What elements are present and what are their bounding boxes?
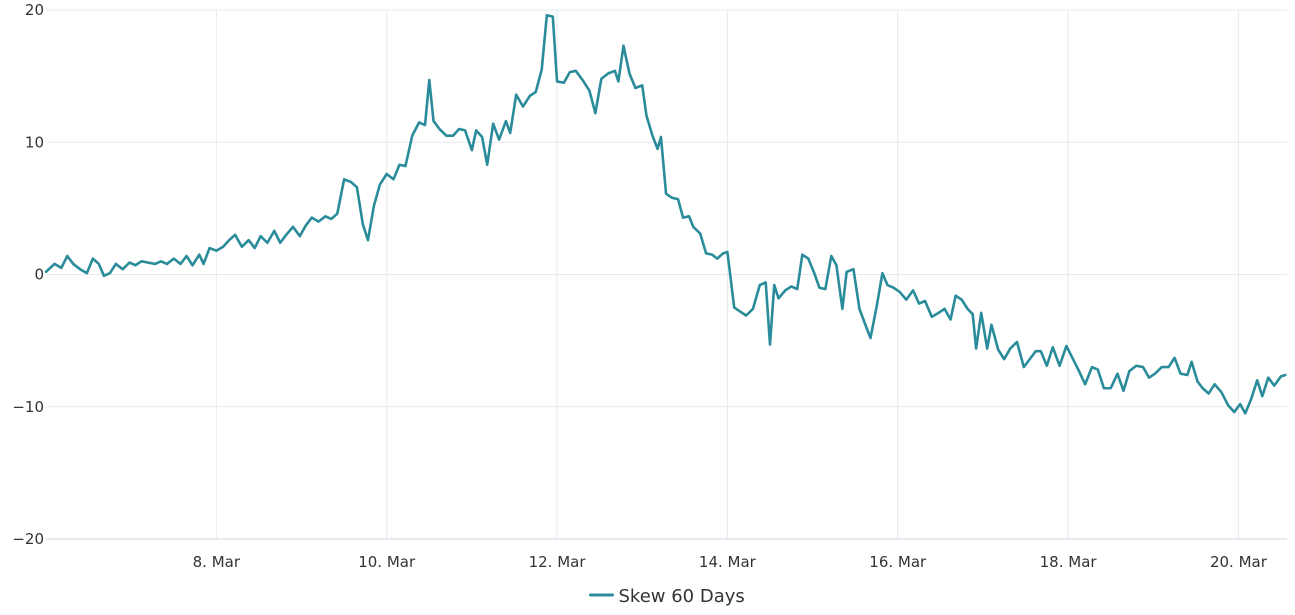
y-tick-label: 0 [34,266,44,284]
x-tick-label: 10. Mar [358,553,416,571]
legend-label[interactable]: Skew 60 Days [619,586,745,607]
x-tick-label: 18. Mar [1040,553,1098,571]
grid-layer [46,9,1287,540]
x-tick-label: 8. Mar [193,553,241,571]
y-tick-label: −10 [12,398,44,416]
y-tick-label: −20 [12,530,44,548]
series-line[interactable] [44,13,1287,415]
legend[interactable]: Skew 60 Days [589,586,745,607]
x-tick-label: 16. Mar [869,553,927,571]
axis-layer: 8. Mar 10. Mar 12. Mar 14. Mar 16. Mar 18. Ma… [12,1,1287,571]
series-layer [44,13,1287,415]
x-tick-label: 20. Mar [1210,553,1268,571]
y-tick-label: 20 [25,1,44,19]
x-tick-label: 12. Mar [529,553,587,571]
y-tick-label: 10 [25,133,44,151]
x-tick-label: 14. Mar [699,553,757,571]
